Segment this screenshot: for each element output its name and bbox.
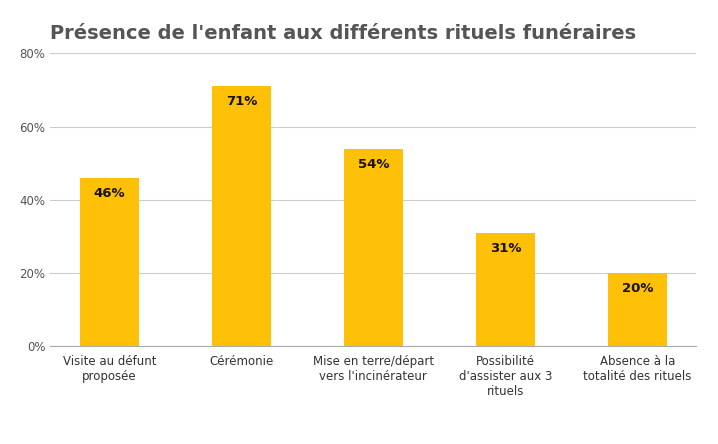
Bar	[212, 86, 271, 346]
Text: 46%: 46%	[93, 187, 125, 200]
Text: 31%: 31%	[490, 242, 521, 255]
Text: 71%: 71%	[225, 95, 257, 108]
Bar	[475, 233, 535, 346]
Text: 54%: 54%	[358, 158, 389, 170]
Bar	[344, 148, 403, 346]
Text: 20%: 20%	[622, 282, 653, 295]
Bar	[607, 273, 667, 346]
Bar	[80, 178, 139, 346]
Text: Présence de l'enfant aux différents rituels funéraires: Présence de l'enfant aux différents ritu…	[50, 24, 636, 44]
